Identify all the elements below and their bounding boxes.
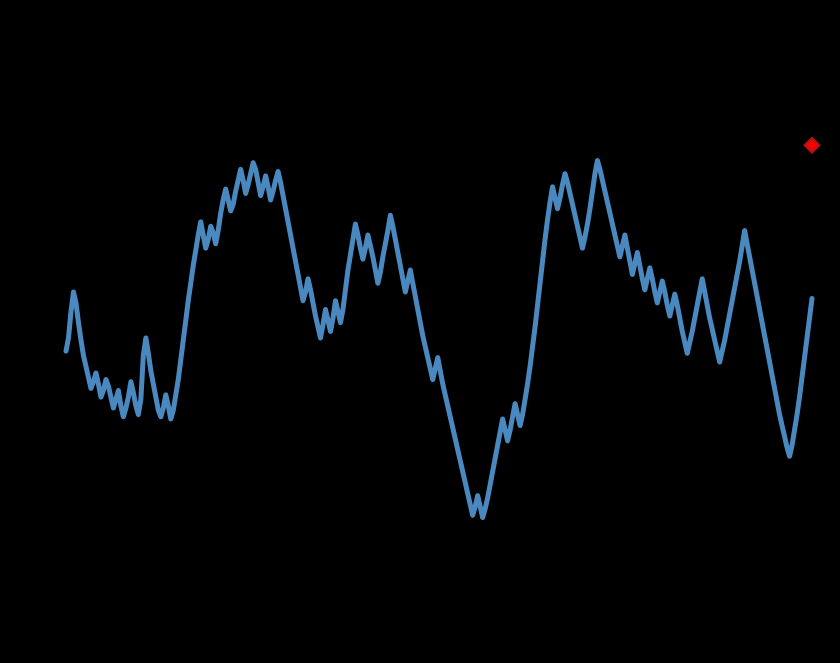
last-point-marker	[803, 136, 821, 154]
data-series-line	[63, 158, 815, 521]
